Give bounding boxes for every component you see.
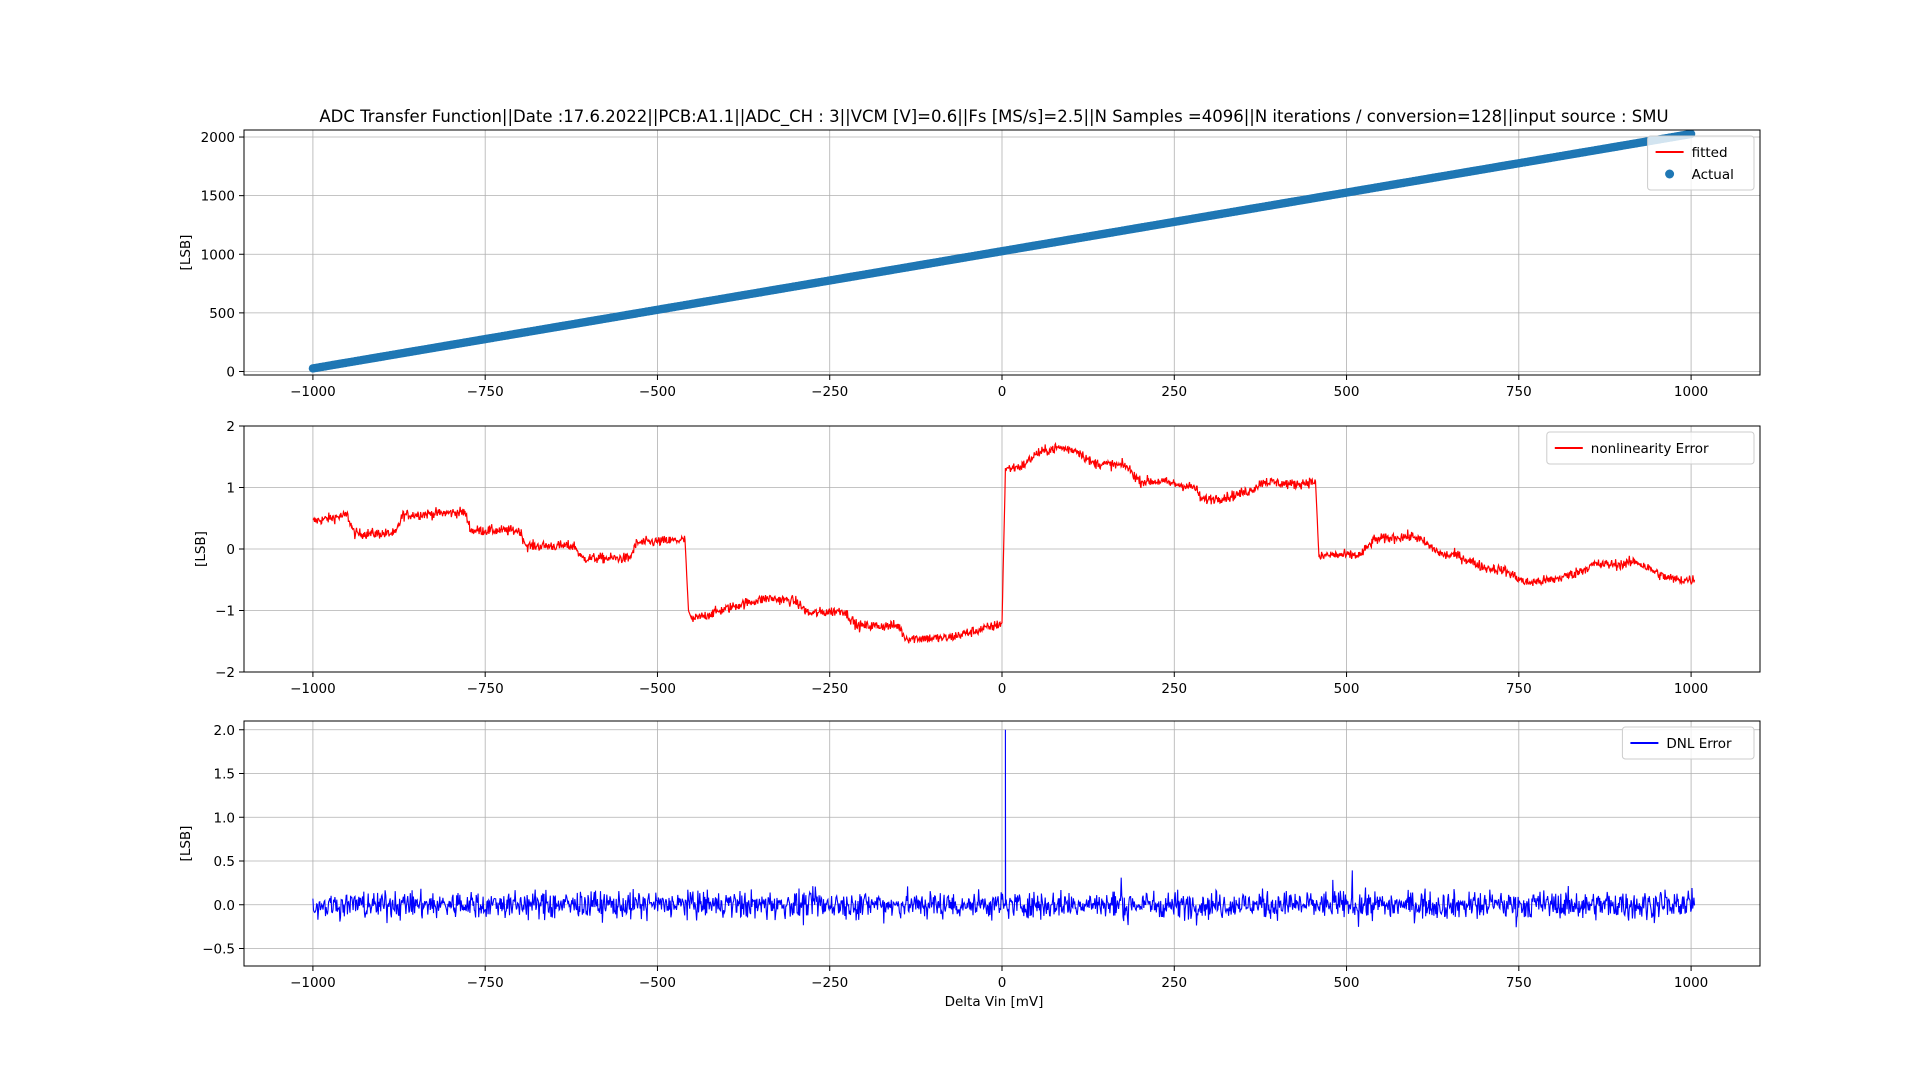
legend-box	[1647, 135, 1755, 191]
x-axis-label: Delta Vin [mV]	[945, 994, 1044, 1010]
x-tick-label: −250	[811, 975, 848, 991]
y-tick-label: 2	[226, 419, 235, 435]
x-tick-label: 500	[1334, 384, 1360, 400]
x-tick-label: 1000	[1674, 975, 1708, 991]
y-tick-label: 0.5	[214, 854, 235, 870]
dnl-error-plot: −1000 −750 −500 −250 0 250 500 750 1000 −0.5 0.0 0.…	[178, 720, 1761, 991]
legend: fitted Actual	[1647, 135, 1755, 191]
legend-box	[1621, 726, 1755, 760]
x-tick-label: 750	[1506, 384, 1532, 400]
y-tick-label: −1	[215, 604, 235, 620]
y-tick-label: 1	[226, 481, 235, 497]
legend-entry: fitted	[1692, 145, 1728, 161]
y-tick-label: 0	[226, 542, 235, 558]
y-tick-label: 0.0	[214, 898, 235, 914]
legend-entry: nonlinearity Error	[1591, 441, 1709, 457]
nonlinearity-error-line	[312, 441, 1696, 644]
y-tick-label: 1500	[201, 189, 235, 205]
plot-area	[312, 729, 1696, 928]
x-tick-label: 0	[998, 975, 1007, 991]
y-axis-label: [LSB]	[178, 826, 194, 862]
plot-area	[312, 441, 1696, 644]
y-axis-label: [LSB]	[178, 235, 194, 271]
nonlinearity-error-plot: −1000 −750 −500 −250 0 250 500 750 1000 −2 −1 0 1 2 [L…	[193, 419, 1761, 697]
x-tick-label: −750	[467, 384, 504, 400]
y-tick-label: 2.0	[214, 723, 235, 739]
y-tick-label: 1.5	[214, 767, 235, 783]
y-tick-label: −2	[215, 665, 235, 681]
dnl-error-line	[312, 729, 1696, 928]
x-tick-label: 0	[998, 384, 1007, 400]
x-tick-label: −1000	[290, 975, 336, 991]
legend: nonlinearity Error	[1546, 431, 1755, 465]
legend-entry: Actual	[1692, 167, 1734, 183]
x-tick-label: 500	[1334, 975, 1360, 991]
y-tick-label: 0	[226, 364, 235, 380]
x-tick-label: 250	[1161, 384, 1187, 400]
x-tick-label: 0	[998, 681, 1007, 697]
legend-box	[1546, 431, 1755, 465]
x-tick-label: −1000	[290, 384, 336, 400]
x-tick-label: −500	[639, 975, 676, 991]
transfer-function-plot: −1000 −750 −500 −250 0 250 500 750 1000 0 500 1000 1…	[178, 129, 1761, 400]
plot-area	[308, 130, 1696, 373]
y-axis-label: [LSB]	[193, 531, 209, 567]
legend-entry: DNL Error	[1666, 736, 1732, 752]
x-tick-label: −750	[467, 975, 504, 991]
x-tick-label: −500	[639, 681, 676, 697]
legend-marker	[1665, 169, 1675, 179]
legend: DNL Error	[1621, 726, 1755, 760]
x-tick-label: 750	[1506, 681, 1532, 697]
x-tick-label: 750	[1506, 975, 1532, 991]
y-tick-label: 1000	[201, 247, 235, 263]
x-tick-label: −750	[467, 681, 504, 697]
x-tick-label: −250	[811, 681, 848, 697]
chart-title: ADC Transfer Function||Date :17.6.2022||…	[319, 107, 1668, 127]
x-tick-label: −500	[639, 384, 676, 400]
x-tick-label: 250	[1161, 681, 1187, 697]
x-tick-label: −250	[811, 384, 848, 400]
x-tick-label: 250	[1161, 975, 1187, 991]
x-tick-label: −1000	[290, 681, 336, 697]
y-tick-label: 1.0	[214, 810, 235, 826]
x-tick-label: 500	[1334, 681, 1360, 697]
x-tick-label: 1000	[1674, 681, 1708, 697]
y-tick-label: −0.5	[202, 942, 235, 958]
y-tick-label: 500	[209, 306, 235, 322]
x-tick-label: 1000	[1674, 384, 1708, 400]
y-tick-label: 2000	[201, 130, 235, 146]
